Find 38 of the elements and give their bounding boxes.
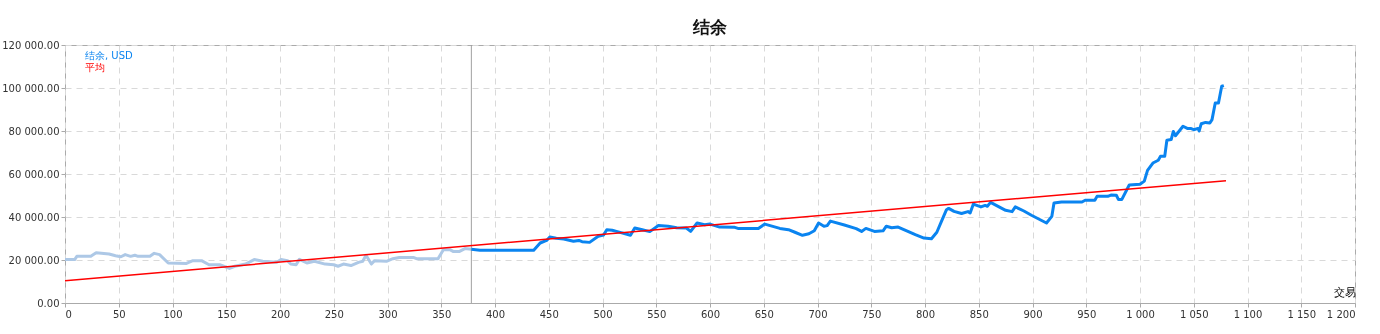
y-tick-label: 100 000.00 [2, 82, 60, 94]
x-tick-label: 800 [915, 308, 936, 320]
x-tick-label: 750 [862, 308, 882, 320]
line-series [65, 247, 473, 270]
line-series [469, 84, 1226, 252]
x-tick-label: 900 [1023, 308, 1043, 320]
text: 平均 [85, 62, 105, 73]
y-tick-label: 40 000.00 [8, 211, 60, 223]
x-tick-label: 300 [378, 308, 398, 320]
x-tick-label: 250 [324, 308, 344, 320]
x-tick-label: 400 [485, 308, 506, 320]
x-tick-label: 1 000 [1126, 308, 1155, 320]
x-tick-label: 550 [647, 308, 667, 320]
y-tick-label: 20 000.00 [8, 254, 60, 266]
x-tick-label: 350 [432, 308, 452, 320]
x-tick-label: 950 [1077, 308, 1097, 320]
x-tick-label: 1 150 [1287, 308, 1317, 320]
x-tick-label: 500 [593, 308, 613, 320]
x-tick-label: 600 [700, 308, 721, 320]
x-tick-label: 100 [163, 308, 183, 320]
x-tick-label: 200 [270, 308, 291, 320]
x-tick-label: 1 050 [1179, 308, 1209, 320]
x-tick-label: 450 [539, 308, 559, 320]
x-tick-label: 1 100 [1233, 308, 1263, 320]
x-tick-label: 50 [112, 308, 126, 320]
y-tick-label: 80 000.00 [8, 125, 60, 137]
y-tick-label: 0.00 [37, 297, 60, 309]
x-tick-label: 150 [217, 308, 237, 320]
y-tick-label: 120 000.00 [2, 39, 60, 51]
text: 结余, USD [85, 50, 134, 61]
x-tick-label: 700 [808, 308, 828, 320]
chart-title: 结余 [692, 17, 728, 37]
x-tick-label: 1 200 [1326, 308, 1356, 320]
x-tick-label: 850 [969, 308, 989, 320]
y-tick-label: 60 000.00 [8, 168, 60, 180]
x-axis-title: 交易 [1333, 285, 1356, 299]
x-tick-label: 650 [754, 308, 774, 320]
x-tick-label: 0 [65, 308, 72, 320]
